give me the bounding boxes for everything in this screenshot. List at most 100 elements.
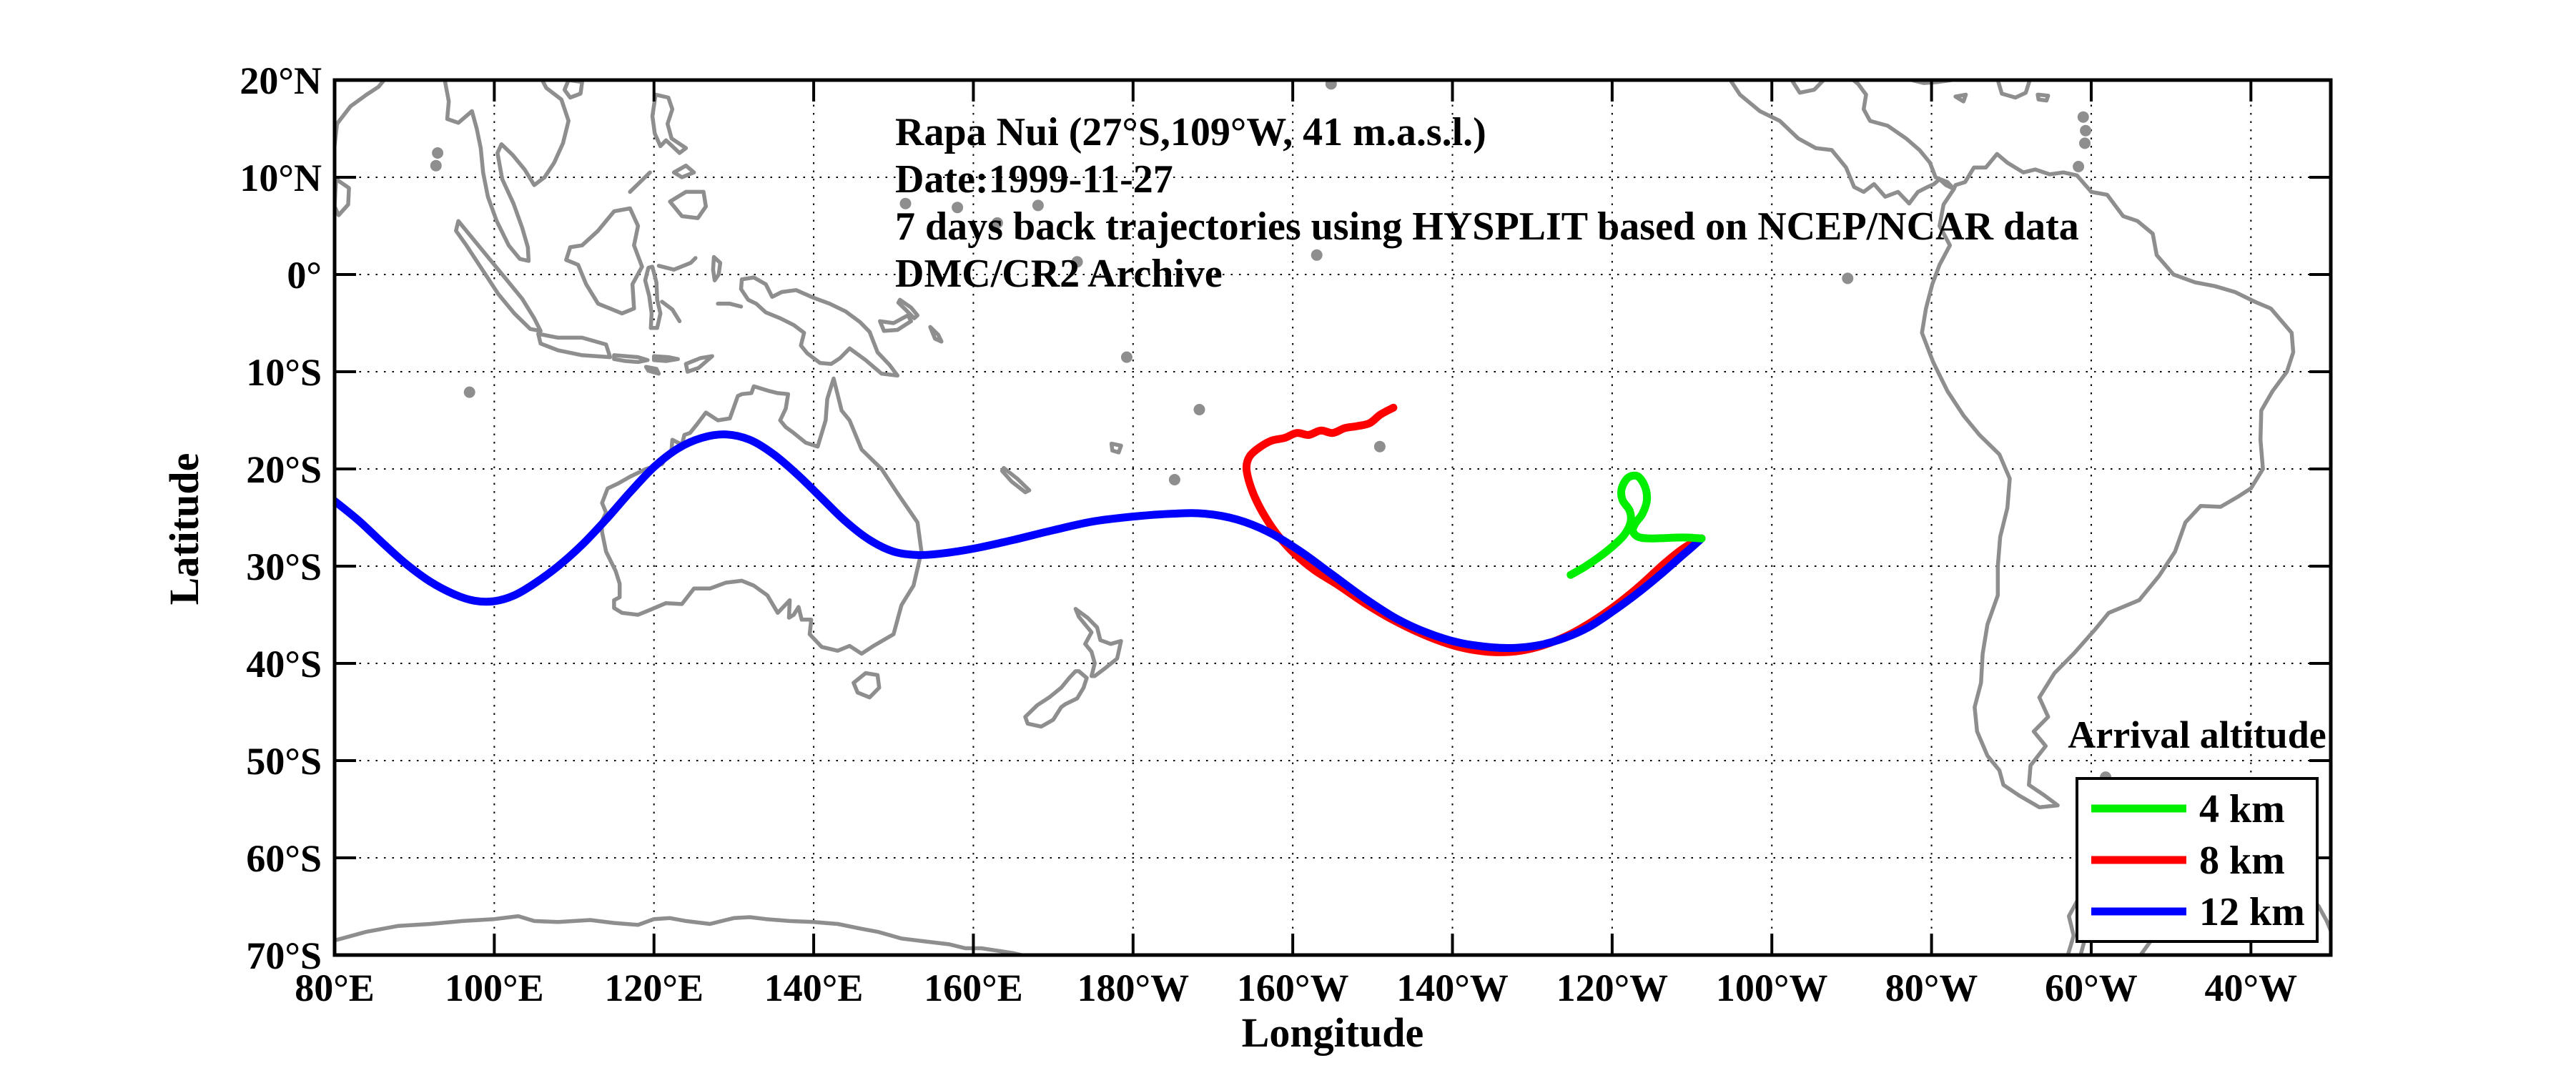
coastline xyxy=(1728,80,1956,206)
title-line-1: Rapa Nui (27°S,109°W, 41 m.a.s.l.) xyxy=(895,110,1486,154)
x-tick-label: 40°W xyxy=(2205,966,2298,1009)
coastline xyxy=(1953,92,1968,104)
x-tick-label: 80°E xyxy=(295,966,375,1009)
y-tick-label: 40°S xyxy=(246,643,322,686)
island-dot xyxy=(463,386,475,398)
island-dot xyxy=(1311,249,1323,261)
axis-labels: Longitude Latitude xyxy=(161,453,1423,1056)
island-dot xyxy=(1373,440,1386,453)
title-line-2: Date:1999-11-27 xyxy=(895,157,1173,202)
x-tick-label: 160°W xyxy=(1237,966,1349,1009)
x-tick-label: 140°W xyxy=(1396,966,1509,1009)
island-dot xyxy=(432,147,444,159)
axes-frame xyxy=(332,78,2333,957)
island-dot xyxy=(1842,272,1854,285)
coastline xyxy=(684,354,714,374)
coastline xyxy=(739,275,900,378)
island-dot xyxy=(1032,199,1044,212)
island-dot xyxy=(2077,111,2089,123)
legend-entry-label: 4 km xyxy=(2199,787,2285,831)
grid-lines xyxy=(335,80,2331,955)
coastline xyxy=(564,206,644,316)
island-dot xyxy=(952,202,964,214)
island-dot xyxy=(991,217,1003,229)
coastline xyxy=(454,219,543,333)
coastline xyxy=(1790,80,1826,95)
coastline xyxy=(599,376,924,656)
island-dot xyxy=(2079,137,2091,149)
x-tick-label: 140°E xyxy=(764,966,864,1009)
trajectory-12km xyxy=(335,430,1706,653)
y-tick-label: 10°S xyxy=(246,351,322,394)
y-tick-label: 0° xyxy=(287,254,322,297)
legend-entry-label: 8 km xyxy=(2199,839,2285,883)
coastline xyxy=(651,354,680,363)
coastline xyxy=(1073,607,1123,678)
y-tick-label: 20°S xyxy=(246,448,322,491)
x-tick-label: 120°W xyxy=(1556,966,1669,1009)
coastline xyxy=(671,163,696,179)
x-tick-label: 160°E xyxy=(924,966,1023,1009)
coastline xyxy=(1851,80,1956,192)
coastline xyxy=(562,80,584,100)
coastline xyxy=(443,80,571,263)
coastline xyxy=(852,671,882,700)
island-dot xyxy=(2080,124,2092,137)
coastline xyxy=(878,313,914,333)
coastline xyxy=(335,80,386,147)
island-dot xyxy=(2073,161,2085,172)
y-tick-label: 20°N xyxy=(240,59,322,102)
coastline xyxy=(1109,441,1123,455)
title-line-4: DMC/CR2 Archive xyxy=(895,252,1223,296)
legend: Arrival altitude 4 km 8 km 12 km xyxy=(2068,713,2326,943)
x-tick-label: 100°W xyxy=(1716,966,1828,1009)
coastline xyxy=(928,325,944,344)
legend-entry-label: 12 km xyxy=(2199,890,2305,934)
coastline xyxy=(656,256,698,272)
coastline xyxy=(2035,92,2051,103)
island-dot xyxy=(430,159,442,172)
coastline xyxy=(335,914,1030,955)
coastline xyxy=(716,302,744,309)
island-dot xyxy=(899,197,912,209)
coastline xyxy=(896,297,920,320)
trajectory-4km xyxy=(1566,471,1706,579)
island-dot xyxy=(1071,256,1083,268)
coastline xyxy=(660,300,682,324)
x-tick-label: 60°W xyxy=(2045,966,2138,1009)
coastline xyxy=(1920,152,2296,810)
coastline-layer xyxy=(335,80,2331,955)
x-tick-label: 120°E xyxy=(604,966,704,1009)
x-axis-label: Longitude xyxy=(1242,1009,1424,1056)
title-line-3: 7 days back trajectories using HYSPLIT b… xyxy=(895,204,2079,249)
island-dot xyxy=(1193,404,1205,415)
x-tick-label: 180°W xyxy=(1077,966,1189,1009)
coastline xyxy=(650,92,689,155)
x-tick-label: 80°W xyxy=(1885,966,1978,1009)
coastline xyxy=(628,170,652,194)
coastline xyxy=(536,332,613,360)
tick-labels: 80°E 100°E 120°E 140°E 160°E 180°W 160°W 140°W 1… xyxy=(240,59,2297,1009)
island-dot xyxy=(1325,80,1337,90)
island-dot xyxy=(1120,351,1132,363)
legend-title: Arrival altitude xyxy=(2068,713,2326,756)
coastline xyxy=(711,254,723,282)
coastline xyxy=(612,353,650,365)
coastline xyxy=(1023,669,1089,729)
y-tick-label: 50°S xyxy=(246,740,322,783)
x-tick-label: 100°E xyxy=(445,966,544,1009)
trajectory-layer xyxy=(335,403,1706,656)
y-tick-label: 60°S xyxy=(246,837,322,880)
coastline xyxy=(335,177,351,217)
coastline xyxy=(1000,465,1032,495)
y-tick-label: 70°S xyxy=(246,934,322,977)
y-tick-label: 10°N xyxy=(240,157,322,199)
coastline xyxy=(643,365,661,376)
plot-border xyxy=(332,78,2333,957)
coastline xyxy=(1995,80,2032,100)
plot-title-block: Rapa Nui (27°S,109°W, 41 m.a.s.l.)Date:1… xyxy=(895,110,2079,296)
y-tick-label: 30°S xyxy=(246,545,322,588)
y-axis-label: Latitude xyxy=(161,453,207,605)
